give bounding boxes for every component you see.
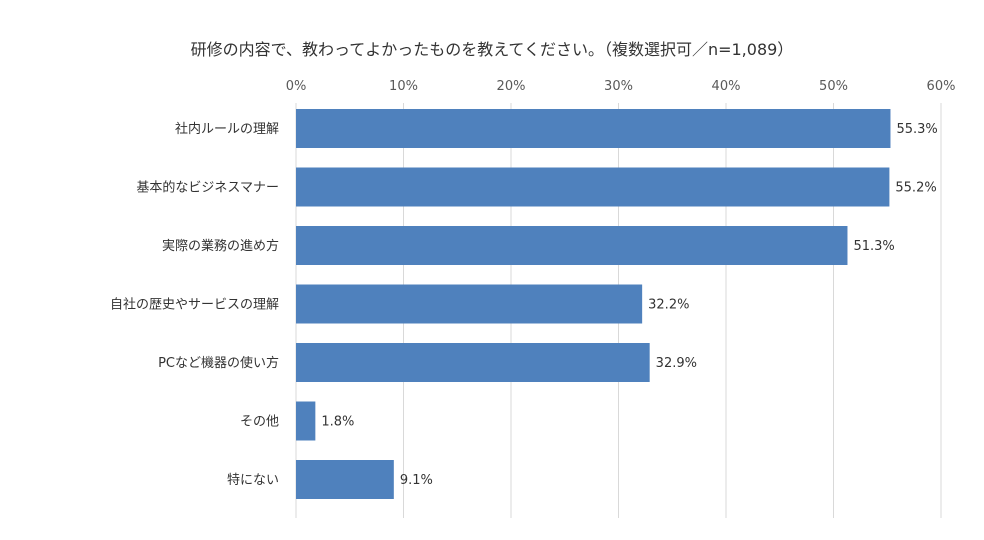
bar <box>296 343 650 382</box>
category-label: 自社の歴史やサービスの理解 <box>110 297 279 313</box>
bar <box>296 226 848 265</box>
chart-title: 研修の内容で、教わってよかったものを教えてください。（複数選択可／n=1,089… <box>190 40 794 59</box>
data-label: 51.3% <box>853 239 894 254</box>
bar <box>296 167 890 207</box>
x-tick-label: 60% <box>927 79 956 94</box>
bar <box>296 284 643 324</box>
data-label: 55.2% <box>895 181 936 196</box>
data-label: 32.9% <box>656 356 697 371</box>
category-label: 特にない <box>227 473 279 488</box>
category-label: 実際の業務の進め方 <box>162 238 279 254</box>
bar <box>296 460 394 499</box>
category-label: PCなど機器の使い方 <box>158 355 279 371</box>
category-label: 基本的なビジネスマナー <box>136 180 279 196</box>
data-label: 1.8% <box>321 415 354 430</box>
x-tick-label: 40% <box>712 79 741 94</box>
x-tick-label: 0% <box>286 79 307 94</box>
data-label: 9.1% <box>400 473 433 488</box>
bar <box>296 401 316 441</box>
bar <box>296 109 891 148</box>
data-label: 32.2% <box>648 298 689 313</box>
x-tick-label: 10% <box>389 79 418 94</box>
category-label: 社内ルールの理解 <box>175 121 279 137</box>
x-tick-label: 50% <box>819 79 848 94</box>
category-label: その他 <box>240 415 279 430</box>
x-tick-label: 20% <box>497 79 526 94</box>
x-tick-label: 30% <box>604 79 633 94</box>
data-label: 55.3% <box>896 122 937 137</box>
